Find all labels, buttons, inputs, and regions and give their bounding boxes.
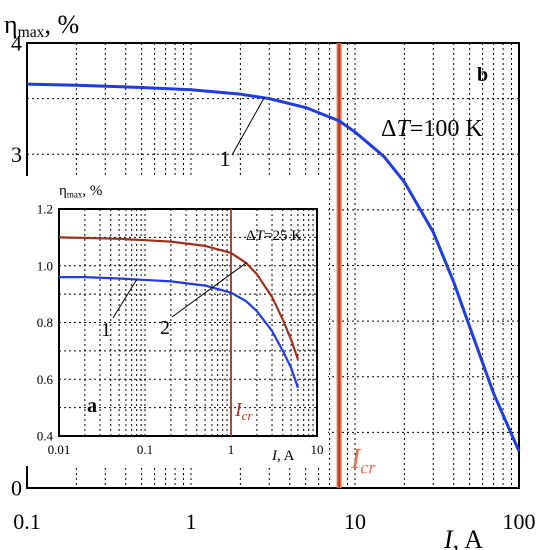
inset-annotation-value: =25 K xyxy=(264,228,302,244)
inset-delta-t-annotation: ΔT=25 K xyxy=(246,228,302,244)
inset-series-2-leader xyxy=(171,262,247,318)
main-annotation-value: =100 K xyxy=(410,116,484,142)
inset-x-label-unit: , A xyxy=(277,448,295,464)
main-critical-current-label: Icr xyxy=(350,444,376,478)
inset-series-2-line xyxy=(58,236,299,360)
main-y-tick-label: 0 xyxy=(11,476,22,501)
inset-series-1-leader xyxy=(112,279,138,319)
main-annotation-var: T xyxy=(396,116,411,142)
main-x-tick-label: 1 xyxy=(186,509,197,534)
inset-series-1-label: 1 xyxy=(101,319,111,341)
inset-y-tick-label: 0.4 xyxy=(37,429,54,444)
inset-annotation-var: T xyxy=(256,228,266,244)
inset-y-axis-label: ηmax, % xyxy=(59,183,102,199)
inset-x-tick-label: 0.01 xyxy=(48,442,71,457)
inset-series-1-line xyxy=(59,276,299,389)
inset-critical-current-sub: cr xyxy=(242,408,254,423)
main-panel-label: b xyxy=(477,64,488,86)
main-x-label-unit: , A xyxy=(453,525,484,550)
inset-y-tick-label: 1.0 xyxy=(37,258,53,273)
main-y-tick-label: 3 xyxy=(11,142,22,167)
main-x-tick-label: 10 xyxy=(344,509,366,534)
inset-y-tick-label: 0.6 xyxy=(37,372,54,387)
main-x-tick-label: 100 xyxy=(503,509,536,534)
inset-x-tick-label: 1 xyxy=(228,442,235,457)
inset-critical-current-var: I xyxy=(234,399,243,421)
inset-x-tick-label: 0.1 xyxy=(137,442,153,457)
inset-chart-panel: 0.01 0.1 1 10 0.4 0.6 0.8 1.0 1.2 1 2 a ΔT=25 K Icr ηm… xyxy=(0,176,328,466)
main-y-label-unit: , % xyxy=(44,10,79,39)
main-y-label-sub: max xyxy=(18,24,45,41)
inset-y-label-eta: η xyxy=(59,183,67,199)
inset-series-2-label: 2 xyxy=(160,317,170,339)
main-y-tick-label: 4 xyxy=(11,31,22,56)
inset-y-tick-label: 1.2 xyxy=(37,202,53,217)
inset-critical-current-label: Icr xyxy=(234,399,253,423)
inset-panel-label: a xyxy=(87,395,97,417)
main-series-1-leader xyxy=(231,97,265,156)
main-series-1-line xyxy=(26,82,521,452)
main-annotation-delta: Δ xyxy=(381,116,396,142)
inset-y-label-sub: max xyxy=(67,189,83,199)
main-y-axis-label: ηmax, % xyxy=(4,10,79,41)
main-x-axis-label: I, A xyxy=(443,525,483,550)
inset-annotation-delta: Δ xyxy=(246,228,256,244)
inset-x-axis-label: I, A xyxy=(271,448,295,464)
main-series-1-label: 1 xyxy=(220,146,231,171)
main-x-label-var: I xyxy=(443,525,454,550)
main-y-label-eta: η xyxy=(4,10,18,39)
main-x-tick-label: 0.1 xyxy=(13,509,41,534)
inset-y-tick-label: 0.8 xyxy=(37,315,53,330)
inset-y-label-unit: , % xyxy=(82,183,102,199)
inset-x-tick-label: 10 xyxy=(311,442,324,457)
inset-x-label-var: I xyxy=(271,448,278,464)
main-critical-current-sub: cr xyxy=(360,458,376,478)
main-delta-t-annotation: ΔT=100 K xyxy=(381,116,483,142)
main-critical-current-var: I xyxy=(350,444,362,475)
